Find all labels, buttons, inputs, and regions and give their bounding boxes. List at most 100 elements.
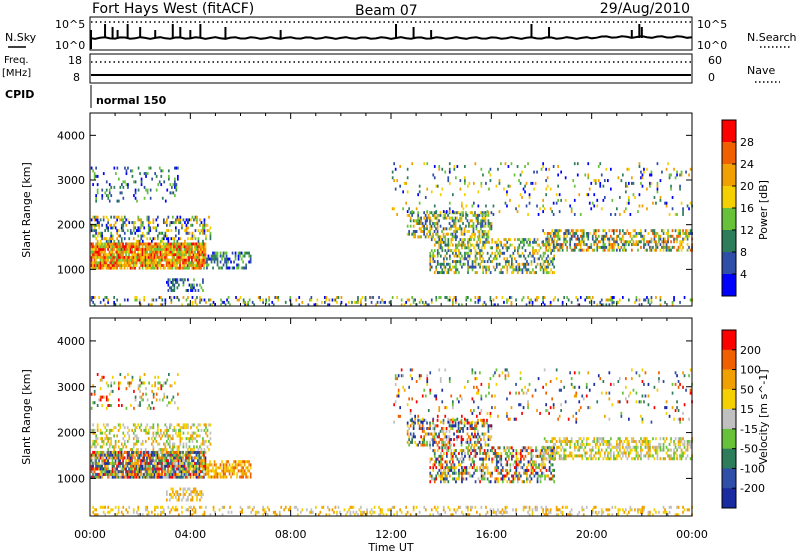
range-cell <box>171 467 174 471</box>
range-cell <box>195 266 198 270</box>
range-cell <box>563 234 565 238</box>
range-cell <box>128 437 131 441</box>
range-cell <box>108 183 111 187</box>
range-cell <box>146 464 148 468</box>
range-cell <box>96 188 99 192</box>
range-cell <box>99 428 102 432</box>
range-cell <box>102 218 105 222</box>
range-cell <box>93 258 96 262</box>
range-cell <box>153 470 156 474</box>
range-cell <box>158 180 161 184</box>
noise-panel: N.Sky 10^5 10^0 10^5 10^0 N.Search <box>5 16 797 52</box>
range-cell <box>533 240 536 244</box>
range-cell <box>650 237 653 241</box>
range-cell <box>159 472 162 476</box>
range-cell <box>95 245 97 249</box>
range-cell <box>126 264 129 267</box>
range-cell <box>137 245 139 249</box>
range-cell <box>198 470 201 474</box>
range-cell <box>162 475 165 479</box>
range-cell <box>105 194 108 198</box>
range-cell <box>152 237 155 241</box>
range-cell <box>406 167 409 171</box>
range-cell <box>188 266 190 270</box>
range-cell <box>528 508 531 512</box>
range-cell <box>166 188 169 192</box>
range-cell <box>186 467 189 471</box>
range-cell <box>628 196 630 199</box>
range-cell <box>393 207 395 211</box>
range-cell <box>194 508 197 512</box>
range-cell <box>209 234 212 238</box>
range-cell <box>511 243 513 247</box>
range-cell <box>129 245 132 249</box>
range-cell <box>475 216 478 220</box>
range-cell <box>414 235 416 239</box>
range-cell <box>102 298 105 302</box>
range-cell <box>96 239 99 243</box>
range-cell <box>655 296 657 299</box>
range-cell <box>161 384 164 388</box>
range-cell <box>188 253 190 257</box>
range-cell <box>168 177 170 181</box>
range-cell <box>178 237 180 241</box>
range-cell <box>132 450 135 454</box>
range-cell <box>132 472 135 476</box>
range-cell <box>477 190 480 194</box>
range-cell <box>183 247 186 251</box>
range-cell <box>171 470 174 474</box>
range-cell <box>222 475 225 479</box>
range-cell <box>555 234 558 238</box>
range-cell <box>180 266 183 270</box>
range-cell <box>207 469 210 473</box>
range-cell <box>184 423 186 427</box>
range-cell <box>459 257 462 261</box>
range-cell <box>325 296 328 299</box>
range-cell <box>640 176 642 180</box>
range-cell <box>137 437 140 441</box>
range-cell <box>134 261 136 265</box>
range-cell <box>471 505 474 509</box>
range-cell <box>670 248 672 252</box>
range-cell <box>652 232 654 235</box>
range-cell <box>623 240 626 244</box>
range-cell <box>551 271 554 275</box>
range-cell <box>93 508 96 512</box>
range-cell <box>126 218 129 222</box>
range-cell <box>120 472 123 476</box>
range-cell <box>520 268 522 272</box>
range-cell <box>125 461 127 465</box>
range-cell <box>542 165 544 168</box>
range-cell <box>138 426 141 430</box>
range-cell <box>174 381 176 385</box>
range-cell <box>420 227 422 231</box>
range-cell <box>195 461 198 465</box>
range-tick-label: 3000 <box>57 174 85 187</box>
range-cell <box>487 211 490 215</box>
range-cell <box>101 196 104 200</box>
range-cell <box>125 245 127 249</box>
range-cell <box>400 303 403 307</box>
range-cell <box>126 229 129 233</box>
range-cell <box>198 461 201 465</box>
range-cell <box>424 213 427 217</box>
range-cell <box>176 215 179 219</box>
range-cell <box>316 303 319 307</box>
range-cell <box>188 467 190 471</box>
range-cell <box>118 404 120 408</box>
range-cell <box>468 181 471 185</box>
range-cell <box>494 251 497 255</box>
range-cell <box>411 421 413 425</box>
range-cell <box>135 434 138 438</box>
range-cell <box>92 229 94 233</box>
range-cell <box>169 426 171 430</box>
range-cell <box>517 262 519 266</box>
range-cell <box>120 475 123 479</box>
range-cell <box>245 472 247 476</box>
range-cell <box>126 456 129 460</box>
range-cell <box>137 475 139 479</box>
range-cell <box>453 418 455 422</box>
range-cell <box>400 298 403 302</box>
range-cell <box>245 263 247 267</box>
range-cell <box>632 234 635 238</box>
